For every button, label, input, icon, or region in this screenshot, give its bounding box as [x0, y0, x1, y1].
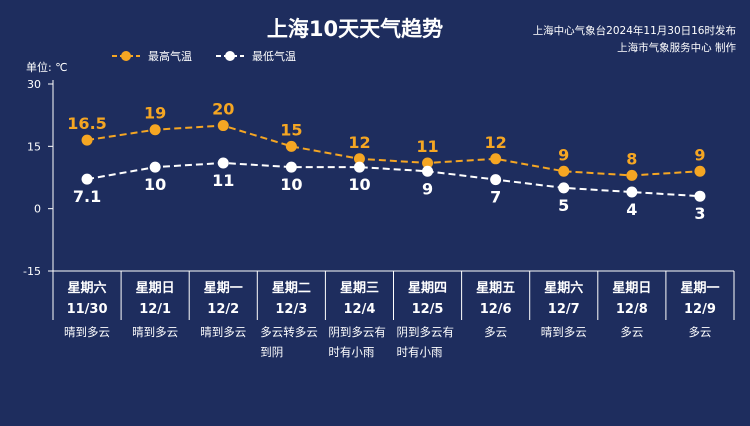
weekday-label: 星期一	[204, 281, 243, 296]
low-temp-label: 10	[280, 175, 302, 194]
weekday-label: 星期一	[680, 281, 719, 296]
date-label: 12/4	[344, 302, 376, 317]
weekday-label: 星期二	[272, 281, 311, 296]
high-temp-point	[626, 169, 638, 181]
low-temp-label: 10	[348, 175, 370, 194]
weather-desc: 多云	[484, 325, 507, 339]
weather-desc: 阴到多云有	[397, 325, 455, 339]
high-temp-label: 9	[558, 145, 569, 164]
weekday-label: 星期四	[408, 281, 447, 296]
low-temp-point	[558, 182, 570, 194]
high-temp-label: 11	[416, 137, 438, 156]
low-temp-label: 7	[490, 188, 501, 207]
weather-desc: 晴到多云	[200, 325, 246, 339]
low-temp-label: 3	[694, 204, 705, 223]
legend-high-marker	[121, 51, 131, 61]
legend-high-label: 最高气温	[148, 49, 192, 63]
weekday-label: 星期日	[136, 281, 175, 296]
date-label: 12/8	[616, 302, 648, 317]
legend-low-label: 最低气温	[252, 49, 296, 63]
high-temp-label: 12	[485, 133, 507, 152]
series-layer: 16.5 19 20 15 12 11 12 9 8 9 7.1 10 11 10 10 9 7 5 4 3	[67, 100, 705, 224]
date-label: 12/6	[480, 302, 512, 317]
weather-desc: 多云	[688, 325, 711, 339]
low-temp-point	[694, 190, 706, 202]
high-temp-point	[81, 134, 93, 146]
legend: 最高气温 最低气温	[112, 49, 296, 63]
date-label: 12/7	[548, 302, 580, 317]
low-temp-label: 9	[422, 179, 433, 198]
high-temp-point	[353, 153, 365, 165]
weather-desc: 多云	[620, 325, 643, 339]
weather-desc: 时有小雨	[328, 345, 374, 359]
high-temp-label: 12	[348, 133, 370, 152]
high-temp-point	[694, 165, 706, 177]
weather-desc: 时有小雨	[397, 345, 443, 359]
high-temp-point	[490, 153, 502, 165]
date-label: 12/2	[207, 302, 239, 317]
publish-info: 上海中心气象台2024年11月30日16时发布	[533, 24, 736, 37]
low-temp-label: 4	[626, 200, 637, 219]
high-temp-point	[285, 140, 297, 152]
weather-desc: 到阴	[260, 345, 283, 359]
low-temp-point	[149, 161, 161, 173]
high-temp-point	[149, 124, 161, 136]
producer-info: 上海市气象服务中心 制作	[617, 41, 736, 54]
high-temp-label: 16.5	[67, 114, 106, 133]
low-temp-line	[86, 161, 701, 198]
chart-title: 上海10天天气趋势	[267, 17, 443, 41]
weather-desc: 多云转多云	[260, 325, 318, 339]
high-temp-label: 8	[626, 149, 637, 168]
y-tick-label: 15	[27, 140, 41, 153]
weather-desc: 晴到多云	[541, 325, 587, 339]
low-temp-label: 11	[212, 171, 234, 190]
y-tick-label: 30	[27, 78, 41, 91]
weekday-label: 星期三	[340, 281, 379, 296]
weekday-label: 星期六	[544, 280, 583, 296]
weekday-label: 星期六	[68, 280, 107, 296]
date-label: 12/5	[412, 302, 444, 317]
weekday-label: 星期五	[476, 281, 515, 296]
low-temp-label: 7.1	[73, 187, 101, 206]
date-label: 12/3	[275, 302, 307, 317]
high-temp-point	[217, 120, 229, 132]
weather-desc: 晴到多云	[132, 325, 178, 339]
low-temp-point	[81, 173, 93, 185]
y-tick-label: 0	[34, 203, 41, 216]
date-label: 12/1	[139, 302, 171, 317]
y-tick-label: -15	[23, 265, 41, 278]
axes: 30 15 0 -15	[23, 78, 54, 278]
low-temp-point	[285, 161, 297, 173]
date-label: 12/9	[684, 302, 716, 317]
high-temp-point	[422, 157, 434, 169]
high-temp-label: 19	[144, 104, 166, 123]
high-temp-label: 20	[212, 100, 234, 119]
high-temp-label: 9	[694, 145, 705, 164]
low-temp-point	[217, 157, 229, 169]
high-temp-point	[558, 165, 570, 177]
low-temp-point	[353, 161, 365, 173]
high-temp-line	[86, 124, 701, 177]
low-temp-label: 5	[558, 196, 569, 215]
weather-desc: 阴到多云有	[328, 325, 386, 339]
high-temp-label: 15	[280, 120, 302, 139]
date-label: 11/30	[67, 302, 108, 317]
unit-label: 单位: ℃	[26, 60, 68, 74]
legend-low-marker	[225, 51, 235, 61]
day-table: 星期六 11/30 晴到多云 星期日 12/1 晴到多云 星期一 12/2 晴到多云 星期二 12/…	[52, 270, 735, 359]
low-temp-point	[422, 165, 434, 177]
weekday-label: 星期日	[612, 281, 651, 296]
weather-desc: 晴到多云	[64, 325, 110, 339]
low-temp-label: 10	[144, 175, 166, 194]
low-temp-point	[626, 186, 638, 198]
low-temp-point	[490, 174, 502, 186]
